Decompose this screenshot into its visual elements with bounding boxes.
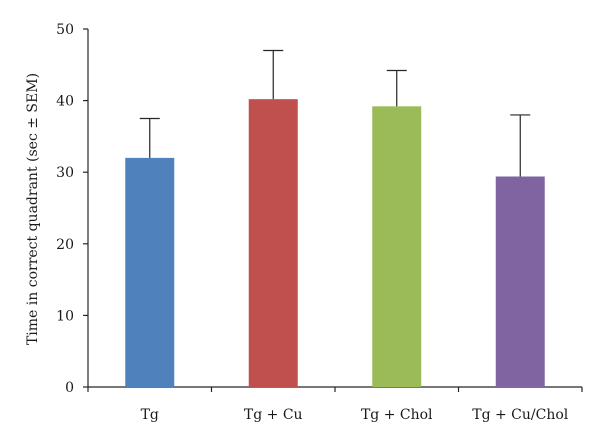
- error-bars: [139, 49, 531, 177]
- x-axis: Tg Tg + Cu Tg + Chol Tg + Cu/Chol: [87, 386, 583, 423]
- bar: [495, 176, 545, 387]
- x-tick-label: Tg: [141, 407, 159, 423]
- y-tick-label: 10: [56, 308, 74, 324]
- x-tick-label: Tg + Cu/Chol: [472, 407, 569, 423]
- y-tick-label: 50: [56, 22, 74, 38]
- x-tick-label: Tg + Cu: [244, 407, 303, 423]
- y-tick-label: 20: [56, 237, 74, 253]
- y-tick-label: 40: [56, 94, 74, 110]
- y-axis-title: Time in correct quadrant (sec ± SEM): [25, 73, 41, 345]
- y-tick-label: 30: [56, 165, 74, 181]
- bar: [248, 99, 298, 387]
- bar: [372, 106, 422, 387]
- x-tick-label: Tg + Chol: [361, 407, 433, 423]
- bars: [125, 99, 545, 387]
- bar: [125, 157, 175, 387]
- y-tick-label: 0: [65, 380, 74, 396]
- y-axis: 0 10 20 30 40 50: [56, 22, 89, 396]
